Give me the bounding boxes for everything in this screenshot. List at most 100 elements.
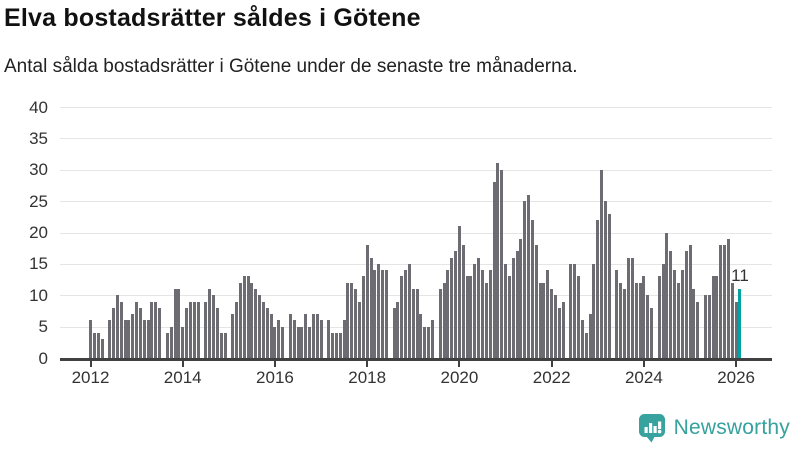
bar	[150, 301, 154, 358]
bar	[365, 245, 369, 358]
bar	[350, 282, 354, 358]
bar	[277, 320, 281, 358]
bar	[684, 251, 688, 358]
bar	[346, 282, 350, 358]
bar-chart-speech-bubble-icon	[638, 414, 665, 443]
bar	[692, 288, 696, 358]
bar	[373, 270, 377, 358]
year-label: 2014	[163, 368, 202, 387]
bar	[588, 314, 592, 358]
bar	[304, 314, 308, 358]
bar	[96, 332, 100, 358]
year-tick	[89, 361, 92, 367]
bar	[515, 251, 519, 358]
bar	[215, 307, 219, 358]
bar	[569, 263, 573, 358]
bar	[115, 295, 119, 358]
gridline	[60, 263, 772, 265]
bar	[254, 288, 258, 358]
bar	[338, 332, 342, 358]
bar	[431, 320, 435, 358]
bar	[192, 301, 196, 358]
bar	[138, 307, 142, 358]
bar	[619, 282, 623, 358]
bar	[211, 295, 215, 358]
bar	[726, 238, 730, 358]
bar	[281, 326, 285, 358]
bar	[465, 276, 469, 358]
bar	[123, 320, 127, 358]
page-subtitle: Antal sålda bostadsrätter i Götene under…	[4, 56, 578, 77]
bar	[723, 245, 727, 358]
bar	[223, 332, 227, 358]
bar	[669, 251, 673, 358]
bar	[634, 282, 638, 358]
bar	[454, 251, 458, 358]
bar	[607, 213, 611, 358]
newsworthy-logo-text: Newsworthy	[673, 416, 790, 439]
bar	[546, 270, 550, 358]
newsworthy-logo[interactable]: Newsworthy	[638, 413, 790, 443]
bar	[688, 245, 692, 358]
bar	[676, 282, 680, 358]
bar	[438, 288, 442, 358]
bar	[573, 263, 577, 358]
bar	[484, 282, 488, 358]
year-tick	[273, 361, 276, 367]
bar	[461, 245, 465, 358]
bar	[177, 288, 181, 358]
bar	[246, 276, 250, 358]
bar	[334, 332, 338, 358]
year-label: 2016	[256, 368, 294, 387]
gridline	[60, 169, 772, 171]
bar	[519, 238, 523, 358]
bar	[342, 320, 346, 358]
bar	[715, 276, 719, 358]
year-label: 2012	[71, 368, 110, 387]
bar	[354, 288, 358, 358]
bar	[400, 276, 404, 358]
bar	[127, 320, 131, 358]
bar	[446, 270, 450, 358]
y-axis-label: 25	[29, 191, 48, 211]
bar	[154, 301, 158, 358]
bar	[592, 263, 596, 358]
year-tick	[458, 361, 461, 367]
bar	[707, 295, 711, 358]
bar	[734, 301, 738, 358]
bar	[638, 282, 642, 358]
bar	[392, 307, 396, 358]
bar	[196, 301, 200, 358]
bar	[557, 307, 561, 358]
bar	[258, 295, 262, 358]
bar	[554, 295, 557, 358]
bar	[596, 219, 600, 358]
chart: 11 0 5 10 15 20 25 30 35 40 2012 2014 2016 2018 2020 2…	[0, 98, 800, 400]
bar	[89, 320, 92, 358]
y-axis-label: 30	[29, 160, 48, 180]
y-axis-label: 10	[29, 285, 48, 305]
bar	[92, 332, 96, 358]
bar	[469, 276, 473, 358]
x-axis-line	[60, 358, 772, 361]
bar	[327, 320, 331, 358]
bar	[496, 163, 500, 358]
bar	[208, 288, 212, 358]
bar	[511, 257, 515, 358]
year-label: 2026	[717, 368, 756, 387]
bar	[308, 326, 312, 358]
bar	[300, 326, 304, 358]
year-label: 2022	[532, 368, 571, 387]
bar	[665, 232, 669, 358]
bar	[296, 326, 300, 358]
bar	[580, 320, 584, 358]
bar	[235, 301, 239, 358]
year-tick	[642, 361, 645, 367]
year-label: 2018	[348, 368, 387, 387]
year-tick	[735, 361, 738, 367]
year-tick	[366, 361, 369, 367]
bar	[542, 282, 546, 358]
bar	[358, 301, 361, 358]
bar	[188, 301, 192, 358]
bar	[561, 301, 565, 358]
